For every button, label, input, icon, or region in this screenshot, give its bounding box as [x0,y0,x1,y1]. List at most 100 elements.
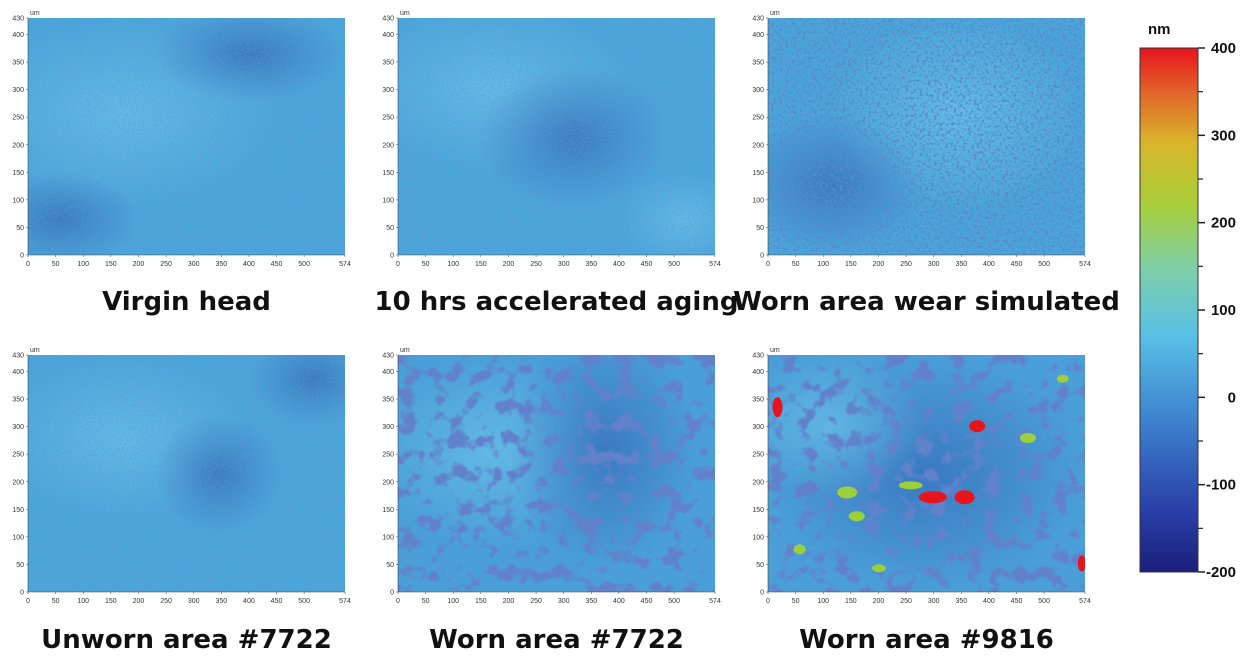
y-tick-label: 430 [12,353,24,360]
colorbar-unit: nm [1148,21,1171,38]
map-spot [772,397,783,418]
y-tick-label: 400 [752,369,764,376]
x-tick-label: 450 [1011,261,1023,268]
x-tick-label: 0 [26,261,30,268]
x-tick-label: 500 [668,598,680,605]
colorbar-tick-label: 100 [1211,302,1236,319]
x-tick-label: 50 [422,261,430,268]
y-tick-label: 430 [752,16,764,23]
x-tick-label: 300 [928,261,940,268]
panel-caption: Worn area #7722 [429,625,684,655]
y-tick-label: 300 [382,87,394,94]
x-tick-label: 0 [766,261,770,268]
x-tick-label: 350 [215,598,227,605]
x-tick-label: 400 [983,261,995,268]
y-tick-label: 250 [752,115,764,122]
y-tick-label: 350 [382,60,394,67]
surface-map [768,18,1085,255]
y-tick-label: 200 [752,479,764,486]
y-tick-label: 200 [12,142,24,149]
y-tick-label: 150 [382,170,394,177]
y-tick-label: 200 [12,479,24,486]
y-tick-label: 400 [12,32,24,39]
x-tick-label: 450 [641,261,653,268]
y-tick-label: 150 [752,507,764,514]
surface-map [768,355,1085,592]
map-texture [768,355,1085,592]
x-tick-label: 400 [613,261,625,268]
x-tick-label: 350 [585,261,597,268]
panel-caption: Unworn area #7722 [41,625,332,655]
map-spot [954,490,975,505]
panel: um 0 50 100 150 200 250 300 350 400 450 500 574 0 50 10… [375,10,739,317]
x-tick-label: 300 [188,261,200,268]
x-tick-label: 350 [215,261,227,268]
y-tick-label: 430 [382,353,394,360]
x-tick-label: 200 [873,261,885,268]
axis-unit: um [770,10,780,17]
x-tick-label: 350 [955,598,967,605]
surface-map [398,355,715,592]
x-tick-label: 574 [339,261,351,268]
map-spot [837,486,858,499]
x-tick-label: 50 [52,598,60,605]
y-tick-label: 300 [752,424,764,431]
y-tick-label: 250 [382,115,394,122]
map-spot [898,481,923,490]
x-tick-label: 300 [928,598,940,605]
x-tick-label: 50 [792,598,800,605]
x-tick-label: 100 [447,261,459,268]
x-tick-label: 200 [503,598,515,605]
colorbar-tick-label: 200 [1211,215,1236,232]
y-tick-label: 400 [752,32,764,39]
x-tick-label: 350 [585,598,597,605]
surface-map [28,18,345,255]
y-tick-label: 100 [382,534,394,541]
axis-unit: um [770,347,780,354]
x-tick-label: 400 [613,598,625,605]
y-tick-label: 400 [12,369,24,376]
y-tick-label: 50 [756,225,764,232]
x-tick-label: 150 [105,261,117,268]
colorbar-tick-label: 0 [1228,389,1236,406]
y-tick-label: 350 [382,397,394,404]
y-tick-label: 0 [390,590,394,597]
x-tick-label: 400 [983,598,995,605]
y-tick-label: 0 [20,253,24,260]
x-tick-label: 450 [271,261,283,268]
x-tick-label: 350 [955,261,967,268]
x-tick-label: 574 [1079,598,1091,605]
y-tick-label: 400 [382,32,394,39]
map-texture [28,355,345,592]
axis-unit: um [400,10,410,17]
axis-unit: um [30,347,40,354]
x-tick-label: 500 [298,598,310,605]
x-tick-label: 100 [817,261,829,268]
x-tick-label: 300 [188,598,200,605]
panel: um 0 50 100 150 200 250 300 350 400 450 500 574 0 50 10… [12,10,351,317]
y-tick-label: 300 [752,87,764,94]
x-tick-label: 450 [1011,598,1023,605]
panel: um 0 50 100 150 200 250 300 350 400 450 500 574 0 50 10… [12,347,351,655]
x-tick-label: 150 [105,598,117,605]
map-spot [918,491,947,504]
x-tick-label: 450 [271,598,283,605]
x-tick-label: 250 [900,598,912,605]
y-tick-label: 250 [752,452,764,459]
x-tick-label: 150 [475,261,487,268]
x-tick-label: 250 [530,598,542,605]
panel-caption: Worn area wear simulated [733,287,1120,317]
y-tick-label: 100 [752,197,764,204]
y-tick-label: 300 [382,424,394,431]
y-tick-label: 50 [16,225,24,232]
y-tick-label: 350 [752,397,764,404]
y-tick-label: 50 [16,562,24,569]
x-tick-label: 200 [133,261,145,268]
x-tick-label: 200 [503,261,515,268]
y-tick-label: 350 [752,60,764,67]
colorbar: nm 400 300 200 100 0 -100 -200 [1139,21,1236,581]
x-tick-label: 0 [26,598,30,605]
x-tick-label: 250 [900,261,912,268]
map-texture [398,18,715,255]
y-tick-label: 150 [752,170,764,177]
